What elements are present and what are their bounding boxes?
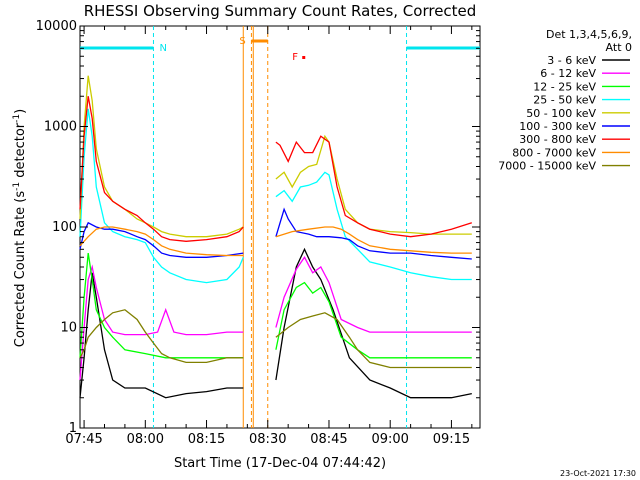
legend-label: 800 - 7000 keV [512,146,596,159]
legend-label: 25 - 50 keV [533,94,596,107]
legend-label: 3 - 6 keV [547,54,596,67]
flare-flag-marker [302,56,306,59]
series-line [79,253,244,359]
series-line [79,272,244,399]
legend-label: 100 - 300 keV [519,120,596,133]
observing-flags: N S F [80,26,480,428]
series-line [275,247,472,399]
series-lines [79,75,472,399]
x-axis-label: Start Time (17-Dec-04 07:44:42) [174,456,386,471]
flare-flag-label: F [292,52,298,63]
series-line [79,264,244,381]
legend-label: 12 - 25 keV [533,80,596,93]
series-line [79,309,244,364]
x-tick-label: 08:15 [188,432,225,447]
legend-header-line-1: Det 1,3,4,5,6,9, [546,28,632,41]
x-tick-label: 08:30 [249,432,286,447]
y-axis-label: Corrected Count Rate (s-1 detector-1) [12,109,28,347]
series-line [275,312,472,369]
chart-title: RHESSI Observing Summary Count Rates, Co… [84,2,477,20]
x-tick-label: 08:45 [310,432,347,447]
x-tick-label: 09:00 [371,432,408,447]
series-line [275,135,472,238]
night-flag-label: N [159,43,166,54]
series-line [275,226,472,254]
y-tick-label: 1000 [44,120,77,135]
y-tick-label: 10 [60,321,77,336]
y-tick-label: 10000 [36,19,77,34]
series-line [275,134,472,235]
x-tick-label: 07:45 [65,432,102,447]
series-line [79,108,244,284]
series-line [275,281,472,359]
x-tick-label: 09:15 [433,432,470,447]
series-line [275,256,472,333]
y-tick-label: 1 [69,421,77,436]
legend-label: 50 - 100 keV [526,107,596,120]
series-line [79,226,244,257]
series-line [79,221,244,258]
series-line [79,96,244,242]
series-line [79,75,244,238]
legend-label: 300 - 800 keV [519,133,596,146]
series-line [275,171,472,281]
y-tick-label: 100 [52,220,77,235]
axis-ticks: 07:45 08:00 08:15 08:30 08:45 09:00 09:15 1 10 10… [36,19,480,447]
legend-label: 6 - 12 keV [540,67,596,80]
legend-header-line-2: Att 0 [606,41,632,54]
series-line [275,207,472,260]
legend-label: 7000 - 15000 keV [498,160,596,173]
timestamp: 23-Oct-2021 17:30 [560,469,636,478]
saa-flag-label: S [239,36,245,47]
x-tick-label: 08:00 [127,432,164,447]
